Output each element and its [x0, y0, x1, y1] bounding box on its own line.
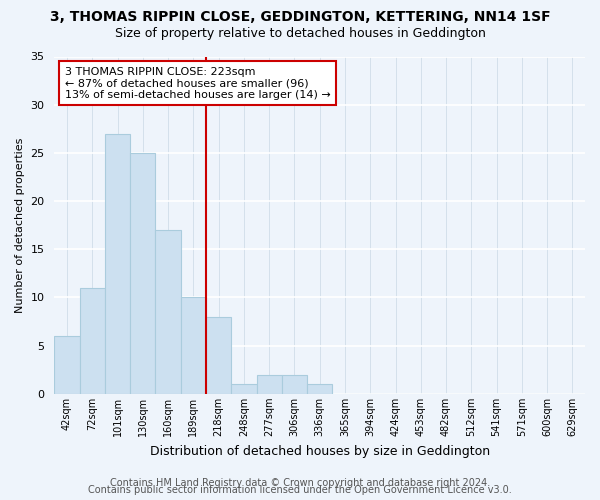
- Bar: [55, 336, 80, 394]
- Text: 3, THOMAS RIPPIN CLOSE, GEDDINGTON, KETTERING, NN14 1SF: 3, THOMAS RIPPIN CLOSE, GEDDINGTON, KETT…: [50, 10, 550, 24]
- X-axis label: Distribution of detached houses by size in Geddington: Distribution of detached houses by size …: [149, 444, 490, 458]
- Bar: [307, 384, 332, 394]
- Bar: [257, 374, 282, 394]
- Bar: [206, 317, 231, 394]
- Bar: [231, 384, 257, 394]
- Bar: [105, 134, 130, 394]
- Text: 3 THOMAS RIPPIN CLOSE: 223sqm
← 87% of detached houses are smaller (96)
13% of s: 3 THOMAS RIPPIN CLOSE: 223sqm ← 87% of d…: [65, 66, 331, 100]
- Bar: [181, 298, 206, 394]
- Text: Contains HM Land Registry data © Crown copyright and database right 2024.: Contains HM Land Registry data © Crown c…: [110, 478, 490, 488]
- Text: Size of property relative to detached houses in Geddington: Size of property relative to detached ho…: [115, 28, 485, 40]
- Bar: [282, 374, 307, 394]
- Y-axis label: Number of detached properties: Number of detached properties: [15, 138, 25, 313]
- Bar: [80, 288, 105, 394]
- Bar: [130, 153, 155, 394]
- Bar: [155, 230, 181, 394]
- Text: Contains public sector information licensed under the Open Government Licence v3: Contains public sector information licen…: [88, 485, 512, 495]
